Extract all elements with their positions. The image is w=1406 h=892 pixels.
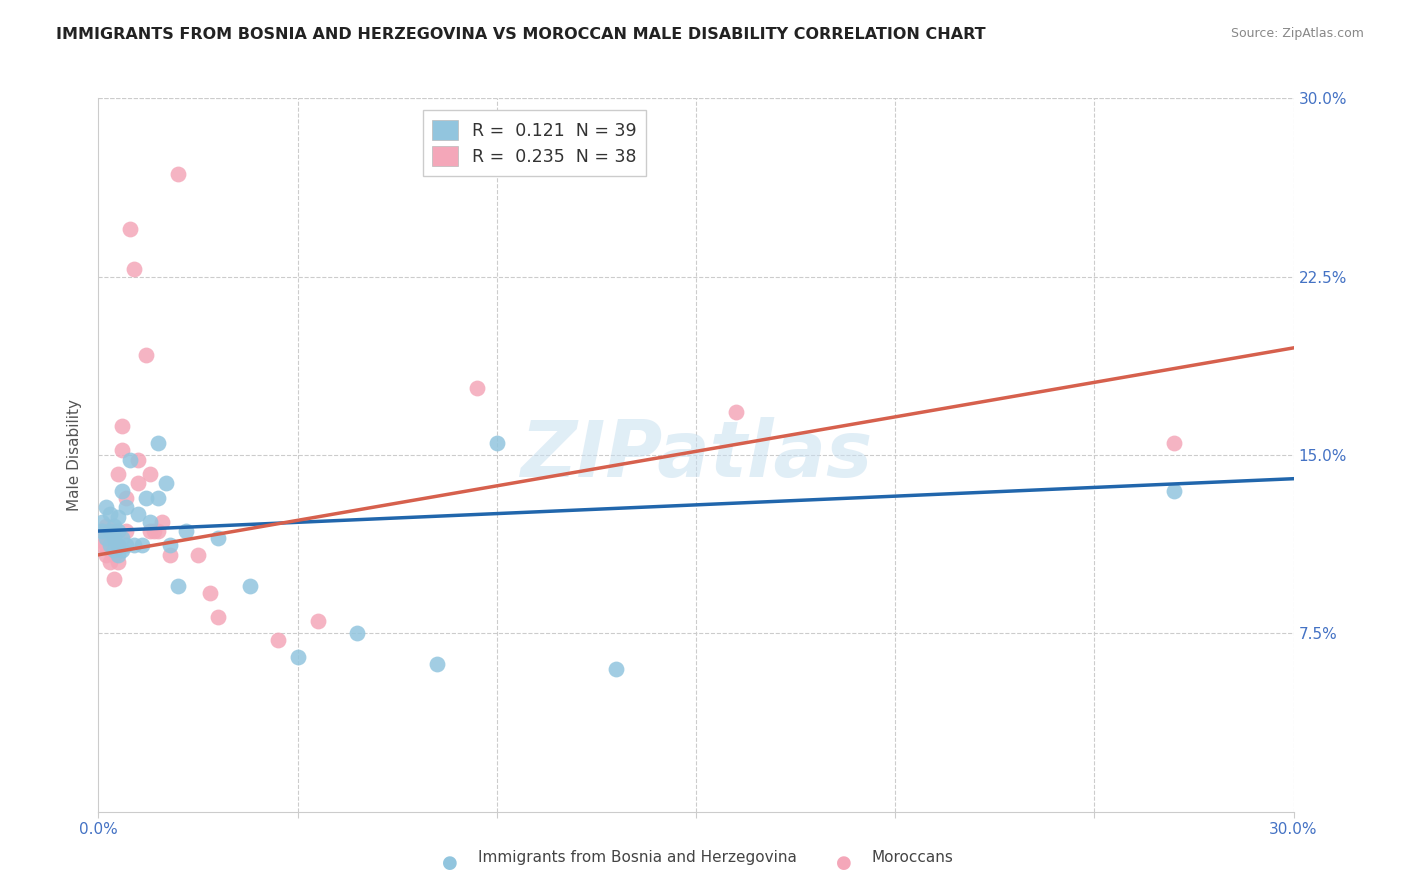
Point xyxy=(127,452,149,467)
Point xyxy=(111,531,134,545)
Point xyxy=(103,543,125,558)
Point xyxy=(100,538,122,552)
Point xyxy=(139,515,162,529)
Point xyxy=(148,524,170,538)
Point xyxy=(115,500,138,515)
Point xyxy=(100,531,122,545)
Point xyxy=(100,555,122,569)
Point xyxy=(103,524,125,538)
Point xyxy=(148,491,170,505)
Point xyxy=(107,538,129,552)
Point xyxy=(115,524,138,538)
Point xyxy=(307,615,329,629)
Point xyxy=(127,508,149,522)
Point xyxy=(107,509,129,524)
Point xyxy=(131,538,153,552)
Point xyxy=(96,500,118,515)
Point xyxy=(139,524,162,538)
Text: IMMIGRANTS FROM BOSNIA AND HERZEGOVINA VS MOROCCAN MALE DISABILITY CORRELATION C: IMMIGRANTS FROM BOSNIA AND HERZEGOVINA V… xyxy=(56,27,986,42)
Y-axis label: Male Disability: Male Disability xyxy=(67,399,83,511)
Point xyxy=(207,531,229,545)
Point xyxy=(96,538,118,552)
Point xyxy=(139,467,162,481)
Point xyxy=(111,543,134,558)
Point xyxy=(103,531,125,545)
Point xyxy=(426,657,449,672)
Point xyxy=(167,579,190,593)
Point xyxy=(120,452,142,467)
Text: Source: ZipAtlas.com: Source: ZipAtlas.com xyxy=(1230,27,1364,40)
Point xyxy=(207,609,229,624)
Point xyxy=(91,515,114,529)
Point xyxy=(287,650,309,665)
Point xyxy=(148,436,170,450)
Point xyxy=(127,476,149,491)
Point xyxy=(267,633,290,648)
Point xyxy=(96,531,118,545)
Point xyxy=(107,524,129,538)
Point xyxy=(103,572,125,586)
Point xyxy=(159,538,181,552)
Point xyxy=(115,491,138,505)
Point xyxy=(187,548,209,562)
Legend: R =  0.121  N = 39, R =  0.235  N = 38: R = 0.121 N = 39, R = 0.235 N = 38 xyxy=(423,111,647,176)
Point xyxy=(115,538,138,552)
Point xyxy=(346,626,368,640)
Point xyxy=(135,491,157,505)
Point xyxy=(91,524,114,538)
Point xyxy=(96,519,118,533)
Point xyxy=(198,586,221,600)
Text: ●: ● xyxy=(835,854,852,871)
Point xyxy=(1163,436,1185,450)
Point xyxy=(107,467,129,481)
Point xyxy=(107,548,129,562)
Text: Immigrants from Bosnia and Herzegovina: Immigrants from Bosnia and Herzegovina xyxy=(478,850,797,865)
Point xyxy=(485,436,508,450)
Point xyxy=(143,524,166,538)
Point xyxy=(111,483,134,498)
Point xyxy=(96,548,118,562)
Point xyxy=(100,508,122,522)
Point xyxy=(100,524,122,538)
Text: Moroccans: Moroccans xyxy=(872,850,953,865)
Text: ZIPatlas: ZIPatlas xyxy=(520,417,872,493)
Point xyxy=(150,515,173,529)
Point xyxy=(107,538,129,552)
Point xyxy=(111,419,134,434)
Point xyxy=(155,476,177,491)
Point xyxy=(239,579,262,593)
Point xyxy=(124,538,146,552)
Point xyxy=(120,222,142,236)
Point xyxy=(174,524,197,538)
Point xyxy=(91,538,114,552)
Point xyxy=(135,348,157,362)
Point xyxy=(724,405,747,419)
Point xyxy=(107,555,129,569)
Text: ●: ● xyxy=(441,854,458,871)
Point xyxy=(465,381,488,395)
Point xyxy=(103,519,125,533)
Point xyxy=(167,167,190,181)
Point xyxy=(1163,483,1185,498)
Point xyxy=(124,262,146,277)
Point xyxy=(605,662,627,676)
Point xyxy=(91,524,114,538)
Point xyxy=(100,543,122,558)
Point xyxy=(159,548,181,562)
Point xyxy=(111,443,134,458)
Point xyxy=(103,548,125,562)
